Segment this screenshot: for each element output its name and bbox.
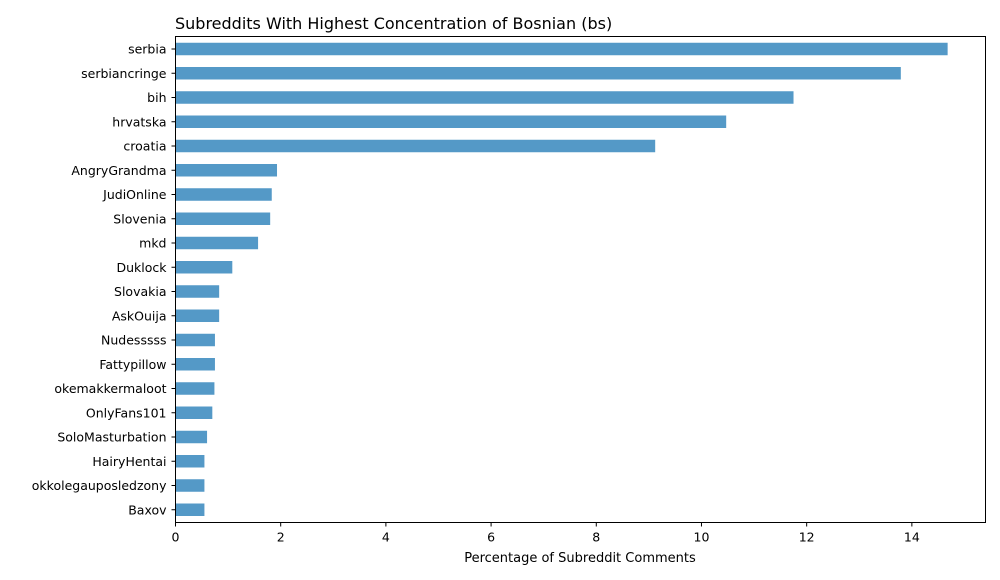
- bar-AskOuija: [175, 309, 220, 322]
- bar-Baxov: [175, 503, 205, 516]
- y-tick-label: bih: [147, 90, 166, 105]
- x-tick-label: 4: [382, 530, 390, 545]
- bar-okemakkermaloot: [175, 382, 215, 395]
- bar-SoloMasturbation: [175, 430, 208, 444]
- y-tick-label: okkolegauposledzony: [32, 478, 167, 493]
- bar-Duklock: [175, 261, 233, 274]
- x-tick-label: 8: [592, 530, 600, 545]
- y-tick-label: okemakkermaloot: [54, 381, 166, 396]
- bar-croatia: [175, 139, 656, 153]
- y-tick-label: hrvatska: [112, 114, 166, 129]
- y-tick-label: croatia: [123, 139, 166, 154]
- bar-Fattypillow: [175, 358, 215, 371]
- bars-group: [175, 42, 948, 516]
- bar-bih: [175, 91, 794, 104]
- bar-Slovenia: [175, 212, 271, 225]
- bar-AngryGrandma: [175, 164, 278, 177]
- y-tick-label: Fattypillow: [99, 357, 166, 372]
- y-tick-label: Slovenia: [113, 211, 166, 226]
- chart-title: Subreddits With Highest Concentration of…: [175, 14, 612, 33]
- y-tick-label: serbiancringe: [81, 66, 167, 81]
- bar-hrvatska: [175, 115, 727, 128]
- x-tick-label: 10: [694, 530, 710, 545]
- y-tick-label: Duklock: [116, 260, 167, 275]
- y-tick-label: Nudesssss: [101, 333, 166, 348]
- y-tick-label: AskOuija: [112, 308, 167, 323]
- bar-Slovakia: [175, 285, 220, 298]
- y-tick-label: serbia: [128, 42, 166, 57]
- bar-JudiOnline: [175, 188, 272, 201]
- x-tick-label: 2: [277, 530, 285, 545]
- x-tick-label: 6: [487, 530, 495, 545]
- bar-serbia: [175, 42, 948, 56]
- y-tick-label: mkd: [139, 236, 166, 251]
- x-tick-label: 12: [799, 530, 815, 545]
- y-tick-label: AngryGrandma: [71, 163, 166, 178]
- x-tick-label: 0: [172, 530, 180, 545]
- bar-Nudesssss: [175, 333, 215, 347]
- x-tick-label: 14: [904, 530, 920, 545]
- y-tick-label: OnlyFans101: [86, 405, 167, 420]
- plot-frame: [175, 36, 986, 523]
- y-tick-label: Baxov: [128, 502, 167, 517]
- bar-OnlyFans101: [175, 406, 213, 419]
- x-axis-ticks: 0 2 4 6 8 10 12 14: [172, 522, 920, 545]
- bar-HairyHentai: [175, 455, 205, 468]
- y-tick-label: Slovakia: [114, 284, 166, 299]
- y-axis-ticks: serbia serbiancringe bih hrvatska croatia Ang…: [32, 42, 176, 517]
- y-tick-label: JudiOnline: [102, 187, 167, 202]
- bar-okkolegauposledzony: [175, 479, 205, 492]
- y-tick-label: HairyHentai: [92, 454, 166, 469]
- bar-serbiancringe: [175, 67, 901, 80]
- y-tick-label: SoloMasturbation: [57, 430, 166, 445]
- x-axis-label: Percentage of Subreddit Comments: [464, 551, 696, 566]
- bar-mkd: [175, 236, 259, 250]
